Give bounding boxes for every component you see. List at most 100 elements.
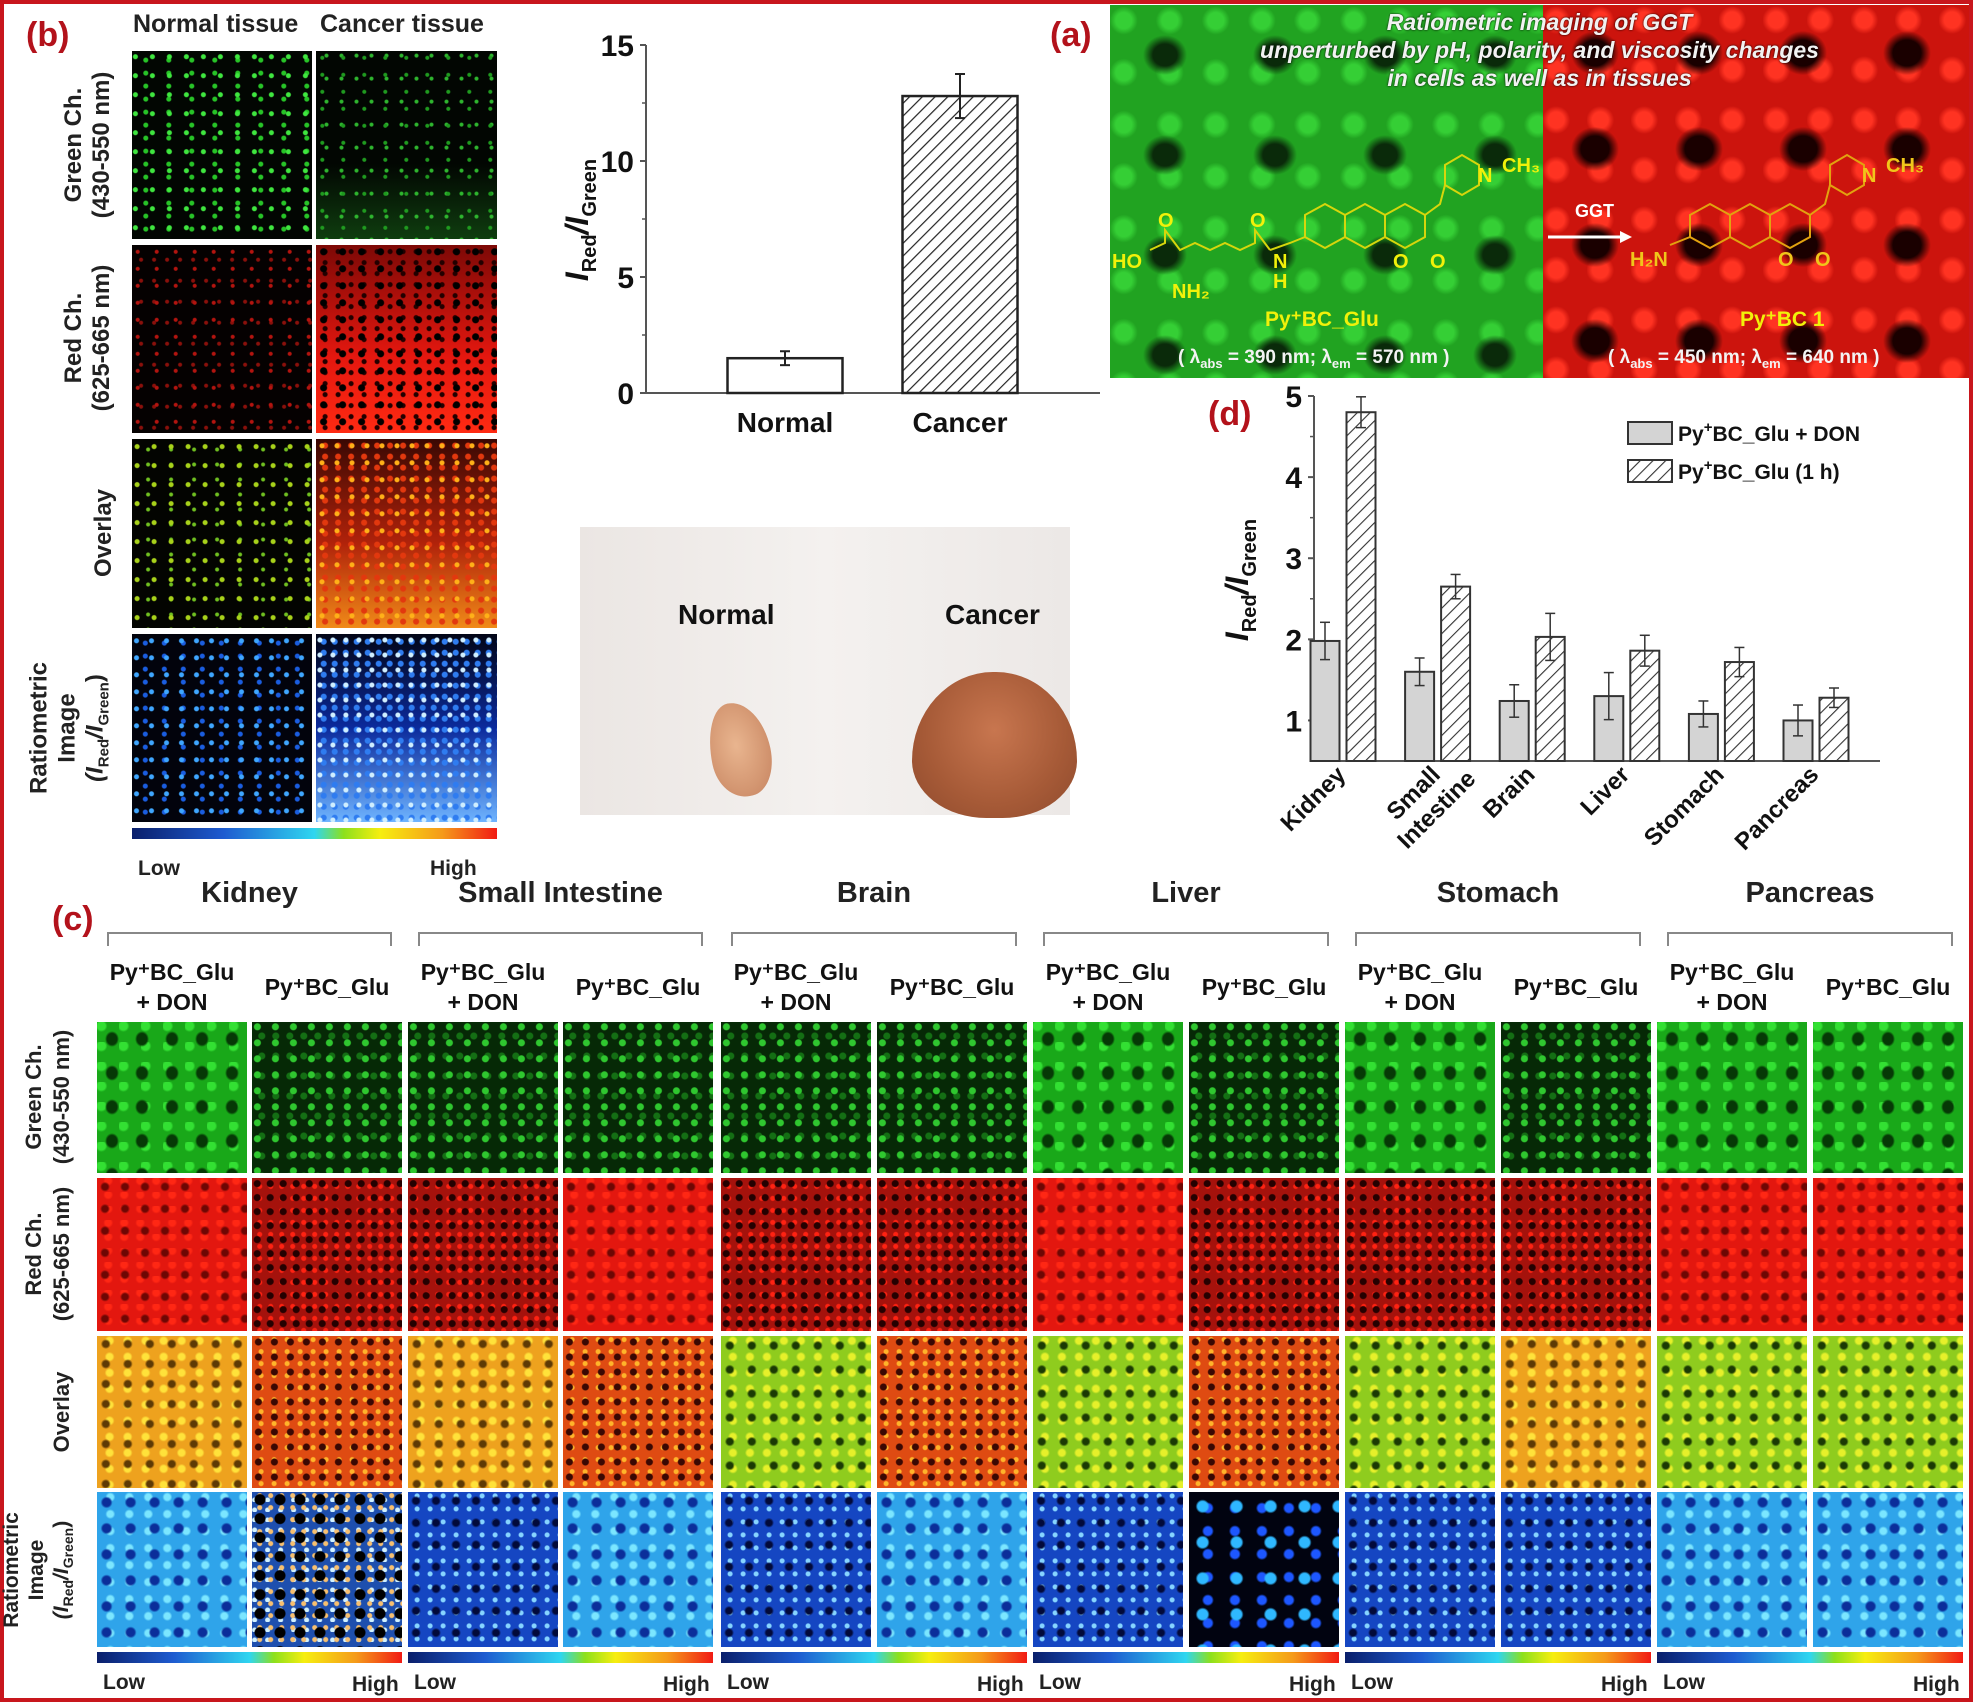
ggt-scheme-image: Ratiometric imaging of GGT unperturbed b…: [1110, 5, 1969, 378]
c-col-label-plain-liver: Py⁺BC_Glu: [1201, 974, 1327, 1000]
c-colorbar-brain: [721, 1652, 1027, 1663]
c-stomach-don-overlay-image: [1345, 1336, 1495, 1488]
c-col-label-don-kidney: Py⁺BC_Glu + DON: [91, 957, 253, 1017]
arrow-label: GGT: [1575, 201, 1614, 221]
probe-ch3: CH₃: [1502, 155, 1541, 177]
d-legend-swatch-probe: [1627, 459, 1673, 483]
c-stomach-don-red-image: [1345, 1178, 1495, 1331]
d-bar-kidney-don: [1309, 639, 1341, 763]
b-row-label-green-line1: Green Ch.: [60, 87, 87, 203]
c-col-label-plain-stomach: Py⁺BC_Glu: [1513, 974, 1639, 1000]
c-colorbar-high-pancreas: High: [1913, 1673, 1960, 1696]
b-normal-overlay-image: [132, 439, 312, 628]
c-colorbar-high-small-intestine: High: [663, 1673, 710, 1696]
c-brain-probe-red-image: [877, 1178, 1027, 1331]
c-small-intestine-probe-overlay-image: [563, 1336, 713, 1488]
b-row-label-overlay: Overlay: [90, 489, 118, 577]
c-col-label-don-line1: Py⁺BC_Glu: [733, 959, 859, 985]
d-legend-label-probe: Py+BC_Glu (1 h): [1678, 457, 1840, 484]
probe-n-plus: N: [1478, 165, 1493, 187]
c-kidney-probe-green-image: [252, 1022, 402, 1173]
c-pancreas-probe-red-image: [1813, 1178, 1963, 1331]
c-col-label-don-stomach: Py⁺BC_Glu + DON: [1339, 957, 1501, 1017]
product-o1: O: [1778, 249, 1794, 271]
c-col-label-plain-brain: Py⁺BC_Glu: [889, 974, 1015, 1000]
c-ratio-line3: (IRed/IGreen): [49, 1520, 77, 1620]
b-colorbar-high: High: [430, 857, 477, 880]
c-kidney-probe-ratiometric-image: [252, 1492, 402, 1647]
c-col-label-don-line2: + DON: [447, 989, 519, 1015]
c-organ-bracket-pancreas: [1667, 932, 1953, 946]
c-colorbar-low-liver: Low: [1039, 1671, 1081, 1694]
c-col-label-don-line1: Py⁺BC_Glu: [109, 959, 235, 985]
c-liver-probe-overlay-image: [1189, 1336, 1339, 1488]
c-colorbar-stomach: [1345, 1652, 1651, 1663]
probe-nh: N: [1273, 251, 1288, 273]
c-col-label-don-line2: + DON: [760, 989, 832, 1015]
c-colorbar-kidney: [97, 1652, 402, 1663]
product-h2n: H₂N: [1630, 249, 1668, 271]
c-colorbar-low-small-intestine: Low: [414, 1671, 456, 1694]
c-stomach-probe-red-image: [1501, 1178, 1651, 1331]
c-kidney-don-red-image: [97, 1178, 247, 1331]
chemical-structures: [1149, 153, 1865, 252]
b-ratio-line2: Image: [53, 693, 81, 763]
c-col-label-don-line1: Py⁺BC_Glu: [1045, 959, 1171, 985]
c-col-label-don-line2: + DON: [1072, 989, 1144, 1015]
c-stomach-probe-ratiometric-image: [1501, 1492, 1651, 1647]
c-col-label-plain-kidney: Py⁺BC_Glu: [264, 974, 390, 1000]
c-row-label-ratiometric: Ratiometric Image (IRed/IGreen): [0, 1512, 81, 1628]
c-row-label-green-line1: Green Ch.: [21, 1044, 46, 1150]
c-row-label-green-line2: (430-550 nm): [49, 1029, 74, 1165]
a-y-tick-label: 15: [601, 30, 634, 63]
d-x-tick-label-liver: Liver: [1575, 761, 1635, 821]
c-brain-don-red-image: [721, 1178, 871, 1331]
a-y-tick-label: 0: [617, 378, 634, 411]
probe-o1: O: [1158, 210, 1174, 232]
c-col-label-don-line2: + DON: [1696, 989, 1768, 1015]
c-liver-don-green-image: [1033, 1022, 1183, 1173]
b-row-label-green: Green Ch. (430-550 nm): [60, 72, 116, 219]
d-x-tick-label-kidney: Kidney: [1276, 761, 1352, 837]
d-bar-kidney-probe: [1345, 411, 1377, 762]
c-colorbar-high-kidney: High: [352, 1673, 399, 1696]
tissue-photo: Normal Cancer: [580, 527, 1077, 818]
product-red-background: [1543, 5, 1969, 378]
c-kidney-don-overlay-image: [97, 1336, 247, 1488]
c-colorbar-pancreas: [1657, 1652, 1963, 1663]
c-organ-title-small-intestine: Small Intestine: [458, 877, 663, 909]
c-organ-title-liver: Liver: [1151, 877, 1221, 909]
c-col-label-don-line2: + DON: [1384, 989, 1456, 1015]
c-organ-title-kidney: Kidney: [201, 877, 298, 909]
b-row-label-red-line1: Red Ch.: [60, 292, 87, 384]
b-colorbar: [132, 828, 497, 839]
b-cancer-overlay-image: [316, 439, 497, 628]
ggt-arrowhead-icon: [1620, 231, 1632, 243]
d-y-tick-label: 2: [1285, 624, 1302, 657]
d-y-tick-label: 5: [1285, 385, 1302, 414]
b-row-label-overlay-line1: Overlay: [90, 488, 117, 578]
c-organ-bracket-kidney: [107, 932, 392, 946]
d-x-tick-label-brain: Brain: [1478, 761, 1540, 823]
d-y-tick-label: 4: [1285, 462, 1302, 495]
c-liver-probe-red-image: [1189, 1178, 1339, 1331]
c-colorbar-high-brain: High: [977, 1673, 1024, 1696]
product-ch3: CH₃: [1886, 155, 1925, 177]
d-bar-pancreas-don: [1782, 719, 1814, 763]
c-pancreas-don-ratiometric-image: [1657, 1492, 1807, 1647]
c-stomach-don-green-image: [1345, 1022, 1495, 1173]
probe-h: H: [1273, 271, 1288, 293]
c-kidney-probe-overlay-image: [252, 1336, 402, 1488]
b-ratio-line3: (IRed/IGreen): [81, 674, 113, 782]
c-small-intestine-don-red-image: [408, 1178, 558, 1331]
c-small-intestine-don-overlay-image: [408, 1336, 558, 1488]
panel-b-label: (b): [26, 16, 70, 54]
b-cancer-green-image: [316, 51, 497, 239]
a-x-tick-label-cancer: Cancer: [913, 407, 1008, 438]
photo-normal-label: Normal: [678, 599, 775, 630]
c-ratio-line1: Ratiometric: [0, 1512, 23, 1628]
probe-nh2: NH₂: [1172, 281, 1210, 303]
c-brain-probe-green-image: [877, 1022, 1027, 1173]
cancer-tissue-sample: [912, 672, 1077, 818]
